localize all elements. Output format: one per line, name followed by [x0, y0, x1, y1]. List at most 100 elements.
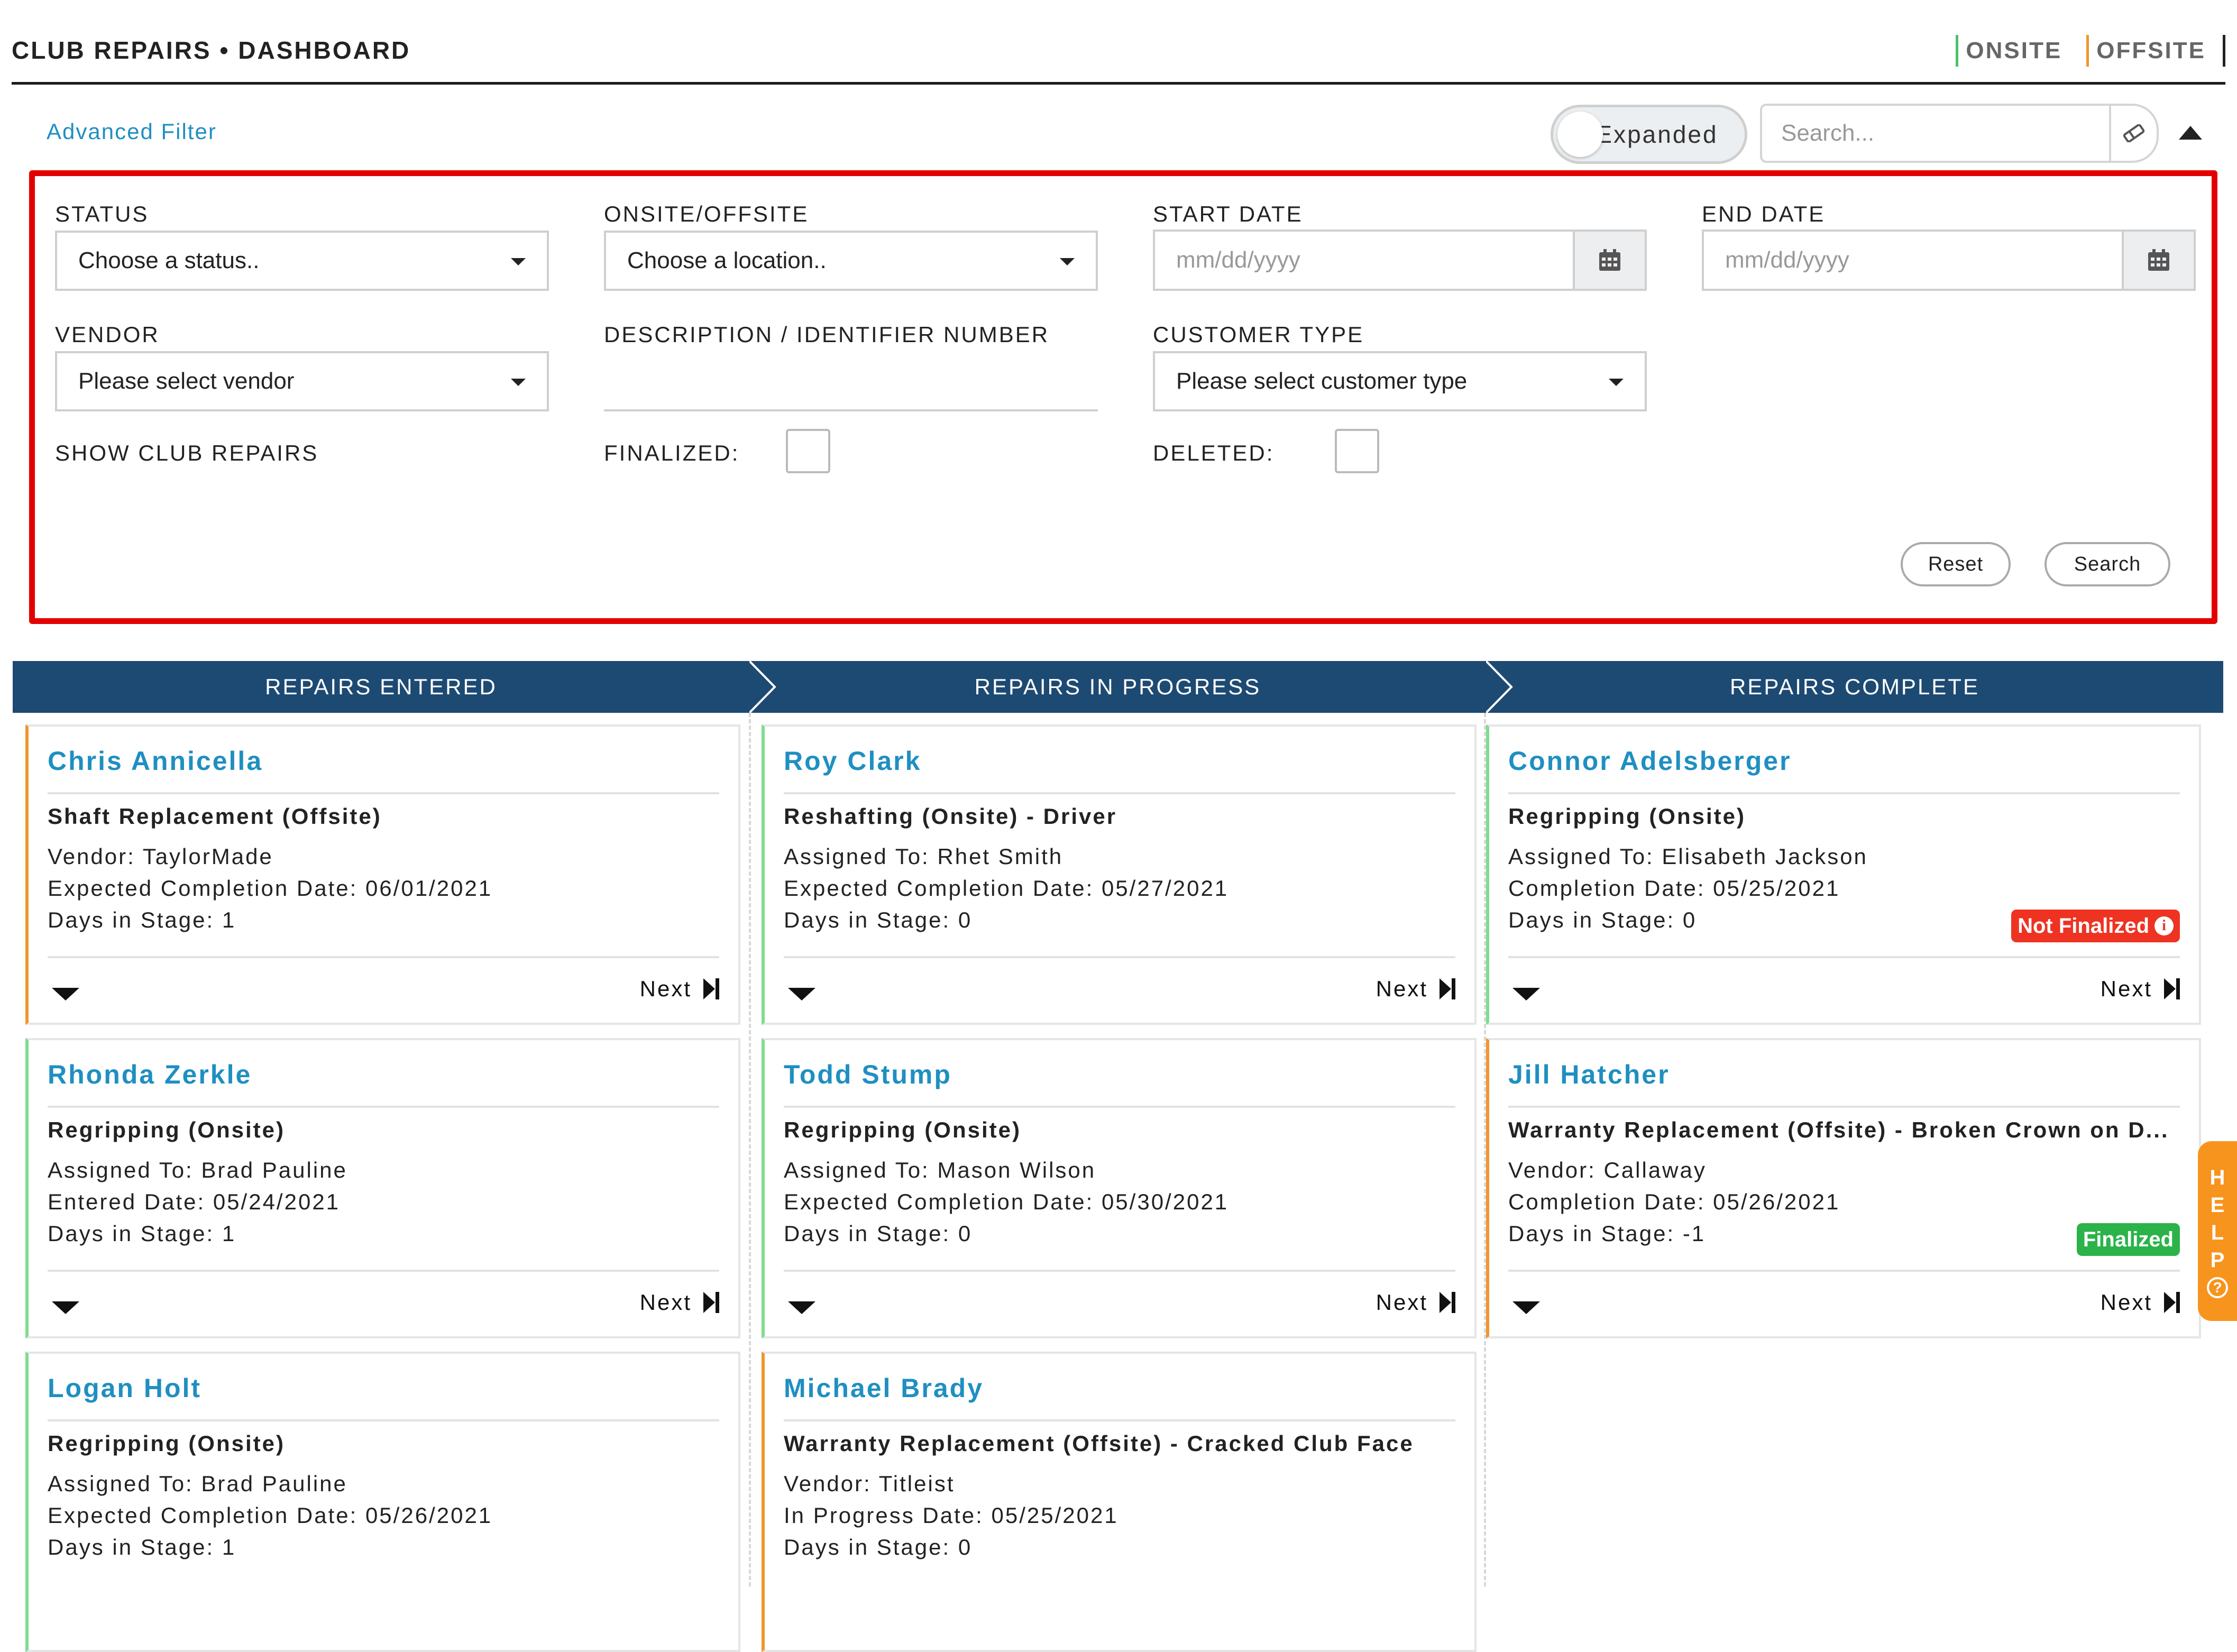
next-label: Next	[639, 976, 692, 1001]
customer-type-select[interactable]: Please select customer type	[1153, 351, 1647, 411]
customer-name-link[interactable]: Jill Hatcher	[1508, 1060, 1670, 1089]
location-select-value: Choose a location..	[627, 247, 827, 273]
customer-name-link[interactable]: Chris Annicella	[48, 746, 263, 776]
days-in-stage: Days in Stage: 1	[48, 1221, 236, 1246]
customer-name-link[interactable]: Michael Brady	[784, 1373, 984, 1403]
repair-date: In Progress Date: 05/25/2021	[784, 1503, 1118, 1528]
end-date-calendar-button[interactable]	[2122, 232, 2194, 289]
search-input[interactable]	[1762, 106, 2090, 161]
calendar-icon	[1599, 249, 1620, 271]
repair-title: Regripping (Onsite)	[1508, 804, 1746, 829]
repair-detail: Vendor: TaylorMade	[48, 844, 273, 869]
expand-icon[interactable]	[52, 988, 79, 1001]
divider	[48, 956, 719, 958]
next-button[interactable]: Next	[1376, 976, 1455, 1002]
next-label: Next	[2100, 976, 2152, 1001]
question-icon: ?	[2207, 1277, 2228, 1298]
days-in-stage: Days in Stage: 1	[48, 1535, 236, 1559]
customer-name-link[interactable]: Todd Stump	[784, 1060, 952, 1089]
collapse-icon[interactable]	[2179, 126, 2202, 140]
start-date-field	[1153, 230, 1647, 291]
skip-forward-icon	[2164, 1292, 2180, 1313]
next-button[interactable]: Next	[1376, 1290, 1455, 1315]
customer-name-link[interactable]: Logan Holt	[48, 1373, 202, 1403]
skip-forward-icon	[1440, 978, 1455, 999]
next-button[interactable]: Next	[640, 1290, 719, 1315]
repair-card[interactable]: Roy Clark Reshafting (Onsite) - Driver A…	[762, 724, 1477, 1025]
clear-search-button[interactable]	[2109, 106, 2157, 161]
skip-forward-icon	[703, 978, 719, 999]
repair-detail: Vendor: Callaway	[1508, 1158, 1707, 1182]
search-button[interactable]: Search	[2045, 542, 2170, 586]
repair-card[interactable]: Todd Stump Regripping (Onsite) Assigned …	[762, 1038, 1477, 1338]
repair-detail: Assigned To: Rhet Smith	[784, 844, 1064, 869]
divider	[784, 1419, 1455, 1421]
repair-title: Reshafting (Onsite) - Driver	[784, 804, 1117, 829]
expand-icon[interactable]	[788, 1301, 815, 1314]
end-date-label: END DATE	[1702, 201, 1826, 226]
customer-name-link[interactable]: Roy Clark	[784, 746, 922, 776]
end-date-field	[1702, 230, 2196, 291]
advanced-filter-link[interactable]: Advanced Filter	[47, 119, 217, 144]
repair-date: Expected Completion Date: 06/01/2021	[48, 876, 493, 901]
repair-card[interactable]: Logan Holt Regripping (Onsite) Assigned …	[25, 1352, 740, 1652]
repair-card[interactable]: Jill Hatcher Warranty Replacement (Offsi…	[1486, 1038, 2201, 1338]
deleted-checkbox[interactable]	[1335, 429, 1379, 473]
not-finalized-badge[interactable]: Not Finalized i	[2011, 910, 2180, 942]
repair-card[interactable]: Rhonda Zerkle Regripping (Onsite) Assign…	[25, 1038, 740, 1338]
repair-date: Expected Completion Date: 05/27/2021	[784, 876, 1229, 901]
next-button[interactable]: Next	[640, 976, 719, 1002]
expand-icon[interactable]	[1512, 988, 1540, 1001]
status-select[interactable]: Choose a status..	[55, 231, 549, 291]
finalized-badge: Finalized	[2076, 1223, 2180, 1256]
column-divider	[1484, 713, 1486, 1586]
stage-arrow-icon	[1486, 661, 1513, 713]
expand-icon[interactable]	[52, 1301, 79, 1314]
vendor-label: VENDOR	[55, 322, 160, 347]
repair-date: Entered Date: 05/24/2021	[48, 1189, 341, 1214]
expand-icon[interactable]	[788, 988, 815, 1001]
repair-date: Expected Completion Date: 05/26/2021	[48, 1503, 493, 1528]
offsite-link[interactable]: OFFSITE	[2086, 35, 2225, 67]
next-button[interactable]: Next	[2101, 976, 2180, 1002]
stage-repairs-entered: REPAIRS ENTERED	[265, 674, 497, 699]
start-date-calendar-button[interactable]	[1573, 232, 1645, 289]
next-label: Next	[1376, 976, 1428, 1001]
show-club-repairs-label: SHOW CLUB REPAIRS	[55, 440, 319, 465]
days-in-stage: Days in Stage: 0	[784, 907, 973, 932]
chevron-down-icon	[1609, 379, 1624, 386]
repair-card[interactable]: Connor Adelsberger Regripping (Onsite) A…	[1486, 724, 2201, 1025]
repair-title: Regripping (Onsite)	[784, 1117, 1021, 1142]
next-button[interactable]: Next	[2101, 1290, 2180, 1315]
divider	[48, 792, 719, 794]
description-input[interactable]	[604, 351, 1098, 411]
location-select[interactable]: Choose a location..	[604, 231, 1098, 291]
onsite-link[interactable]: ONSITE	[1956, 35, 2074, 67]
expand-icon[interactable]	[1512, 1301, 1540, 1314]
finalized-checkbox[interactable]	[786, 429, 830, 473]
repair-card[interactable]: Michael Brady Warranty Replacement (Offs…	[762, 1352, 1477, 1652]
customer-name-link[interactable]: Connor Adelsberger	[1508, 746, 1792, 776]
deleted-label: DELETED:	[1153, 440, 1275, 465]
expanded-toggle[interactable]: Expanded	[1551, 105, 1747, 164]
reset-button[interactable]: Reset	[1901, 542, 2011, 586]
help-tab[interactable]: H E L P ?	[2198, 1141, 2237, 1321]
vendor-select-value: Please select vendor	[78, 368, 295, 394]
divider	[784, 1270, 1455, 1272]
repair-title: Regripping (Onsite)	[48, 1117, 285, 1142]
status-label: STATUS	[55, 201, 149, 226]
repair-detail: Vendor: Titleist	[784, 1471, 955, 1496]
divider	[48, 1106, 719, 1108]
skip-forward-icon	[1440, 1292, 1455, 1313]
divider	[1508, 1106, 2180, 1108]
repair-date: Expected Completion Date: 05/30/2021	[784, 1189, 1229, 1214]
repair-card[interactable]: Chris Annicella Shaft Replacement (Offsi…	[25, 724, 740, 1025]
end-date-input[interactable]	[1704, 232, 2122, 289]
customer-type-label: CUSTOMER TYPE	[1153, 322, 1364, 347]
stage-repairs-complete: REPAIRS COMPLETE	[1730, 674, 1979, 699]
customer-name-link[interactable]: Rhonda Zerkle	[48, 1060, 252, 1089]
repair-date: Completion Date: 05/26/2021	[1508, 1189, 1840, 1214]
start-date-input[interactable]	[1155, 232, 1573, 289]
vendor-select[interactable]: Please select vendor	[55, 351, 549, 411]
chevron-down-icon	[511, 258, 526, 265]
